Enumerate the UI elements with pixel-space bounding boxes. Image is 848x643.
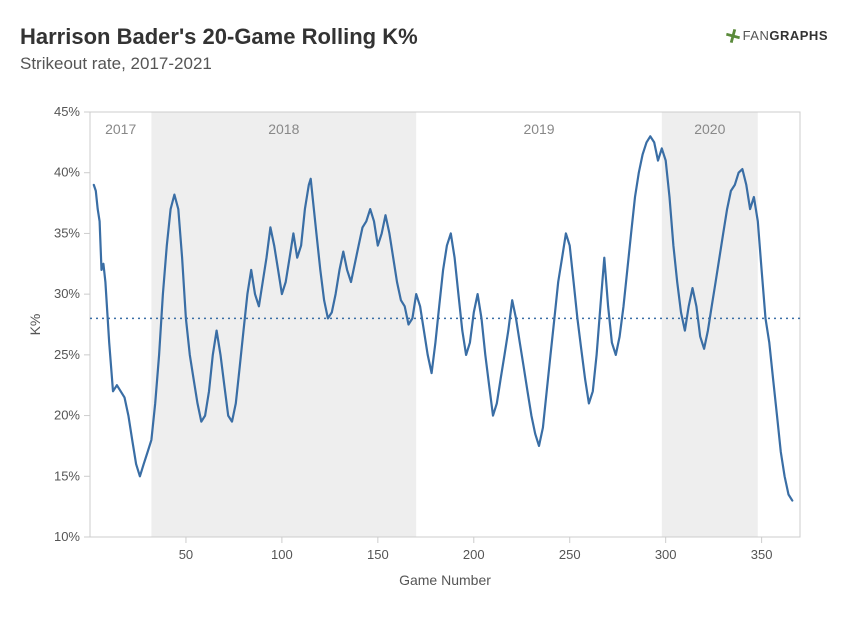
season-label: 2020 (694, 121, 725, 137)
chart-container: Harrison Bader's 20-Game Rolling K% Stri… (0, 0, 848, 643)
chart-title: Harrison Bader's 20-Game Rolling K% (20, 24, 726, 50)
x-tick-label: 250 (559, 547, 581, 562)
fangraphs-icon (724, 27, 741, 44)
season-label: 2017 (105, 121, 136, 137)
x-tick-label: 200 (463, 547, 485, 562)
y-tick-label: 45% (54, 104, 80, 119)
y-tick-label: 20% (54, 408, 80, 423)
title-block: Harrison Bader's 20-Game Rolling K% Stri… (20, 24, 726, 74)
logo-text: FANGRAPHS (743, 28, 828, 43)
y-tick-label: 35% (54, 225, 80, 240)
chart-header: Harrison Bader's 20-Game Rolling K% Stri… (20, 24, 828, 74)
x-tick-label: 350 (751, 547, 773, 562)
x-axis-title: Game Number (399, 572, 491, 588)
x-tick-label: 100 (271, 547, 293, 562)
season-label: 2019 (523, 121, 554, 137)
x-tick-label: 50 (179, 547, 193, 562)
y-tick-label: 15% (54, 468, 80, 483)
x-tick-label: 150 (367, 547, 389, 562)
y-tick-label: 30% (54, 286, 80, 301)
season-band (151, 112, 416, 537)
line-chart-svg: 2017 2018 2019 2020 10% 15% 20% 25% 30% 35% 40% 45%… (20, 102, 820, 597)
x-tick-label: 300 (655, 547, 677, 562)
y-tick-label: 40% (54, 165, 80, 180)
plot-area: 2017 2018 2019 2020 10% 15% 20% 25% 30% 35% 40% 45%… (20, 102, 828, 597)
y-axis-title: K% (27, 314, 43, 336)
season-label: 2018 (268, 121, 299, 137)
fangraphs-logo: FANGRAPHS (726, 28, 828, 43)
chart-subtitle: Strikeout rate, 2017-2021 (20, 54, 726, 74)
y-tick-label: 10% (54, 529, 80, 544)
y-tick-label: 25% (54, 347, 80, 362)
